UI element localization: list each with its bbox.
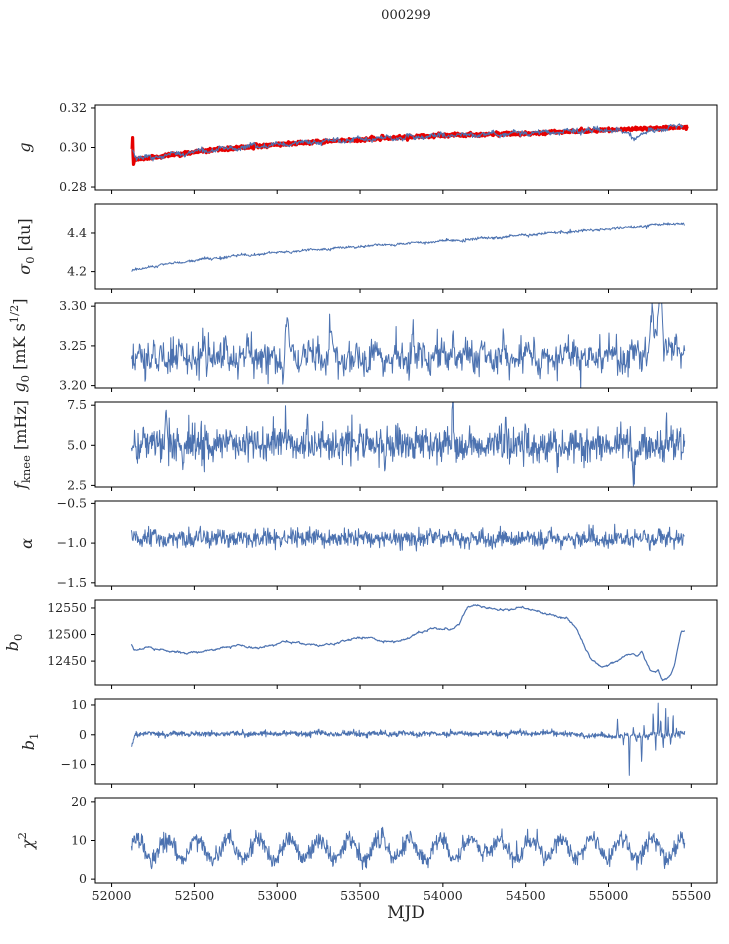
- series-alpha: [130, 523, 685, 552]
- panel-b1: [131, 702, 686, 776]
- series-data: [132, 123, 684, 162]
- y-tick-label: 12500: [47, 627, 87, 642]
- figure-title: 000299: [381, 8, 431, 23]
- y-tick-label: 5.0: [67, 437, 87, 452]
- panel-fknee: [130, 402, 686, 487]
- panel-g0: [130, 303, 686, 388]
- series-fknee: [130, 402, 686, 487]
- y-tick-label: 7.5: [67, 397, 87, 412]
- x-tick-label: 54500: [506, 888, 546, 903]
- series-b1: [131, 702, 686, 776]
- y-tick-label: −10: [61, 757, 87, 772]
- y-tick-label: 10: [71, 697, 87, 712]
- x-tick-label: 55500: [671, 888, 711, 903]
- panel-border-g: [94, 104, 718, 191]
- x-tick-label: 52000: [92, 888, 132, 903]
- y-tick-label: −0.5: [57, 495, 87, 510]
- series-chi2: [130, 826, 686, 871]
- x-tick-label: 55000: [589, 888, 629, 903]
- y-tick-label: 3.30: [59, 298, 87, 313]
- panel-border-b1: [94, 698, 718, 785]
- y-tick-label: 0.28: [59, 179, 87, 194]
- panel-b0: [130, 604, 686, 682]
- y-tick-label: 4.2: [67, 264, 87, 279]
- y-axis-label-alpha: α: [17, 538, 36, 549]
- panel-sigma0: [131, 222, 686, 272]
- panel-border-b0: [94, 599, 718, 686]
- y-tick-label: 10: [71, 833, 87, 848]
- x-tick-label: 53000: [257, 888, 297, 903]
- y-axis-label-b1: b1: [19, 733, 41, 751]
- y-axis-label-fknee: fknee [mHz]: [11, 400, 33, 490]
- y-axis-label-sigma0: σ0 [du]: [15, 218, 37, 274]
- y-tick-label: 3.20: [59, 378, 87, 393]
- panel-border-sigma0: [94, 203, 718, 290]
- series-b0: [130, 604, 686, 682]
- y-axis-label-g: g: [15, 142, 34, 152]
- series-sigma0: [131, 222, 686, 272]
- y-tick-label: 4.4: [67, 225, 87, 240]
- y-tick-label: −1.0: [57, 535, 87, 550]
- panel-border-fknee: [94, 401, 718, 488]
- x-axis-label: MJD: [387, 903, 425, 923]
- panel-border-g0: [94, 302, 718, 389]
- y-tick-label: 20: [71, 794, 87, 809]
- x-tick-label: 52500: [175, 888, 215, 903]
- x-tick-label: 54000: [423, 888, 463, 903]
- panel-alpha: [130, 523, 685, 552]
- y-axis-label-b0: b0: [3, 634, 25, 652]
- series-fit: [130, 124, 690, 166]
- y-tick-label: 3.25: [59, 338, 87, 353]
- panel-g: [130, 123, 690, 166]
- series-g0: [130, 303, 686, 388]
- panel-chi2: [130, 826, 686, 871]
- y-tick-label: 12450: [47, 653, 87, 668]
- y-tick-label: 0.30: [59, 140, 87, 155]
- y-tick-label: 2.5: [67, 477, 87, 492]
- y-axis-label-chi2: χ2: [15, 832, 37, 850]
- x-tick-label: 53500: [340, 888, 380, 903]
- y-tick-label: 12550: [47, 600, 87, 615]
- y-tick-label: 0: [79, 727, 87, 742]
- y-tick-label: 0: [79, 871, 87, 886]
- y-axis-label-g0: g0 [mK s1/2]: [7, 298, 32, 392]
- y-tick-label: 0.32: [59, 100, 87, 115]
- y-tick-label: −1.5: [57, 575, 87, 590]
